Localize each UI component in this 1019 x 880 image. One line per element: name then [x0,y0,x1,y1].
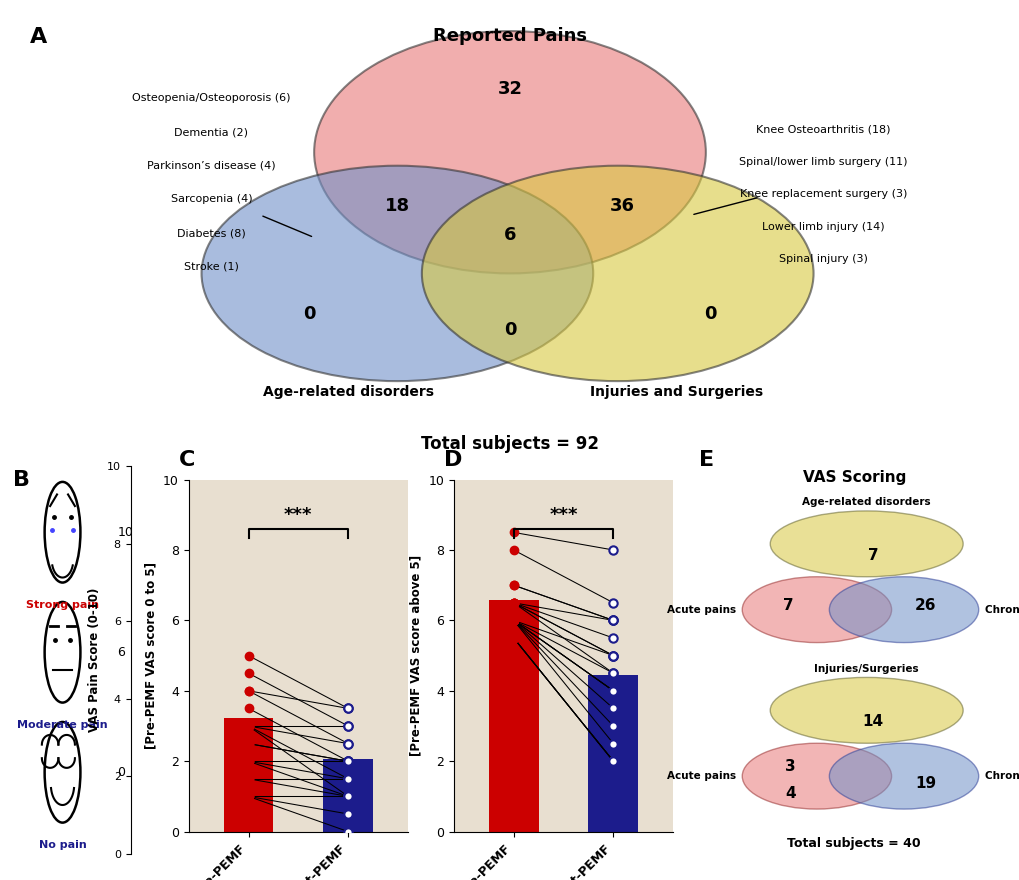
Text: ***: *** [549,506,577,524]
Text: 0: 0 [117,766,125,779]
Y-axis label: [Pre-PEMF VAS score above 5]: [Pre-PEMF VAS score above 5] [410,555,422,756]
Text: Acute pains: Acute pains [666,605,736,614]
Ellipse shape [828,744,978,809]
Ellipse shape [202,165,593,381]
Text: 18: 18 [384,197,410,215]
Text: Spinal/lower limb surgery (11): Spinal/lower limb surgery (11) [739,158,907,167]
Bar [488,600,538,832]
Bar [588,675,638,832]
Ellipse shape [314,31,705,274]
Text: Osteopenia/Osteoporosis (6): Osteopenia/Osteoporosis (6) [132,93,290,103]
Text: Reported Pains: Reported Pains [433,26,586,45]
Ellipse shape [828,576,978,642]
Bar [223,718,273,832]
Text: 3: 3 [785,759,795,774]
Text: 19: 19 [914,776,935,791]
Text: Sarcopenia (4): Sarcopenia (4) [170,194,252,204]
Text: Total subjects = 40: Total subjects = 40 [787,837,920,850]
Text: 36: 36 [609,197,635,215]
Ellipse shape [769,511,962,576]
Text: Strong pain: Strong pain [26,600,99,610]
Text: Knee replacement surgery (3): Knee replacement surgery (3) [739,189,906,200]
Y-axis label: [Pre-PEMF VAS score 0 to 5]: [Pre-PEMF VAS score 0 to 5] [145,562,157,749]
Text: 32: 32 [497,80,522,99]
Text: E: E [698,451,713,471]
Text: 6: 6 [503,226,516,245]
Text: Injuries and Surgeries: Injuries and Surgeries [589,385,762,400]
Text: 4: 4 [785,786,795,801]
Text: Diabetes (8): Diabetes (8) [176,228,246,238]
Text: 7: 7 [782,598,798,613]
Text: Age-related disorders: Age-related disorders [802,497,930,507]
Ellipse shape [422,165,813,381]
Text: Injuries/Surgeries: Injuries/Surgeries [813,664,918,673]
Text: 7: 7 [867,548,877,563]
Text: 10: 10 [117,525,133,539]
Ellipse shape [769,678,962,744]
Text: Moderate pain: Moderate pain [17,720,108,730]
Y-axis label: VAS Pain Score (0-10): VAS Pain Score (0-10) [89,588,101,732]
Text: Stroke (1): Stroke (1) [183,261,238,272]
Text: Acute pains: Acute pains [666,771,736,781]
Text: 0: 0 [303,304,315,323]
Text: Lower limb injury (14): Lower limb injury (14) [761,222,883,231]
Text: VAS Scoring: VAS Scoring [802,470,905,485]
Text: B: B [13,470,30,490]
Text: Knee Osteoarthritis (18): Knee Osteoarthritis (18) [755,125,890,135]
Text: Chronic pains: Chronic pains [984,605,1019,614]
Text: ***: *** [284,506,312,524]
Text: Age-related disorders: Age-related disorders [263,385,433,400]
Text: Dementia (2): Dementia (2) [174,127,248,137]
Ellipse shape [742,576,891,642]
Text: A: A [31,26,48,47]
Text: 6: 6 [117,646,125,659]
Text: C: C [178,451,195,471]
Text: 26: 26 [914,598,935,613]
Text: Spinal injury (3): Spinal injury (3) [779,254,867,264]
Text: 0: 0 [503,320,516,339]
Text: Parkinson’s disease (4): Parkinson’s disease (4) [147,161,275,171]
Text: 0: 0 [704,304,716,323]
Text: D: D [443,451,462,471]
Text: No pain: No pain [39,840,87,850]
Text: 14: 14 [861,715,882,730]
Ellipse shape [742,744,891,809]
Text: Total subjects = 92: Total subjects = 92 [421,435,598,453]
Bar [323,759,373,832]
Text: Chronic pains: Chronic pains [984,771,1019,781]
